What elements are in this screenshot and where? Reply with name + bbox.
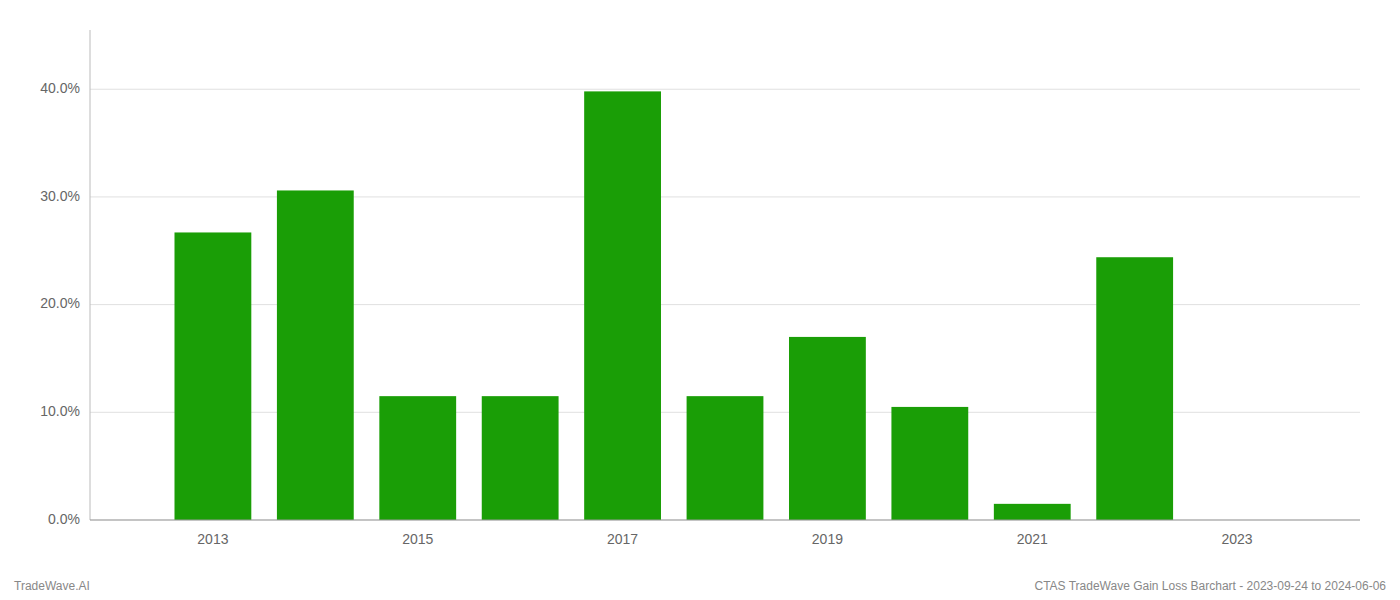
bar [584, 91, 661, 520]
x-axis-line [90, 520, 1360, 521]
bar [379, 396, 456, 520]
bar [277, 190, 354, 520]
bar [994, 504, 1071, 520]
chart: 0.0% 10.0% 20.0% 30.0% 40.0% 2013 2015 2017 2019… [0, 0, 1400, 600]
bar [891, 407, 968, 520]
x-tick-label: 2013 [197, 531, 228, 547]
y-axis: 0.0% 10.0% 20.0% 30.0% 40.0% [40, 30, 90, 527]
x-tick-label: 2023 [1222, 531, 1253, 547]
bar [789, 337, 866, 520]
x-tick-label: 2017 [607, 531, 638, 547]
footer-text: TradeWave.AI [14, 579, 90, 593]
x-axis: 2013 2015 2017 2019 2021 2023 [90, 520, 1360, 547]
bar [1096, 257, 1173, 520]
y-tick-label: 30.0% [40, 188, 80, 204]
footer-text: CTAS TradeWave Gain Loss Barchart - 2023… [1034, 579, 1386, 593]
bars [174, 91, 1173, 520]
grid-line [90, 89, 1360, 90]
y-tick-label: 20.0% [40, 295, 80, 311]
grid-line [90, 520, 1360, 521]
x-tick-label: 2021 [1017, 531, 1048, 547]
bar [482, 396, 559, 520]
y-tick-label: 10.0% [40, 403, 80, 419]
y-tick-label: 0.0% [48, 511, 80, 527]
bar [687, 396, 764, 520]
grid [90, 89, 1360, 520]
y-tick-label: 40.0% [40, 80, 80, 96]
bar [174, 232, 251, 520]
x-tick-label: 2019 [812, 531, 843, 547]
x-tick-label: 2015 [402, 531, 433, 547]
y-axis-line [90, 30, 91, 520]
